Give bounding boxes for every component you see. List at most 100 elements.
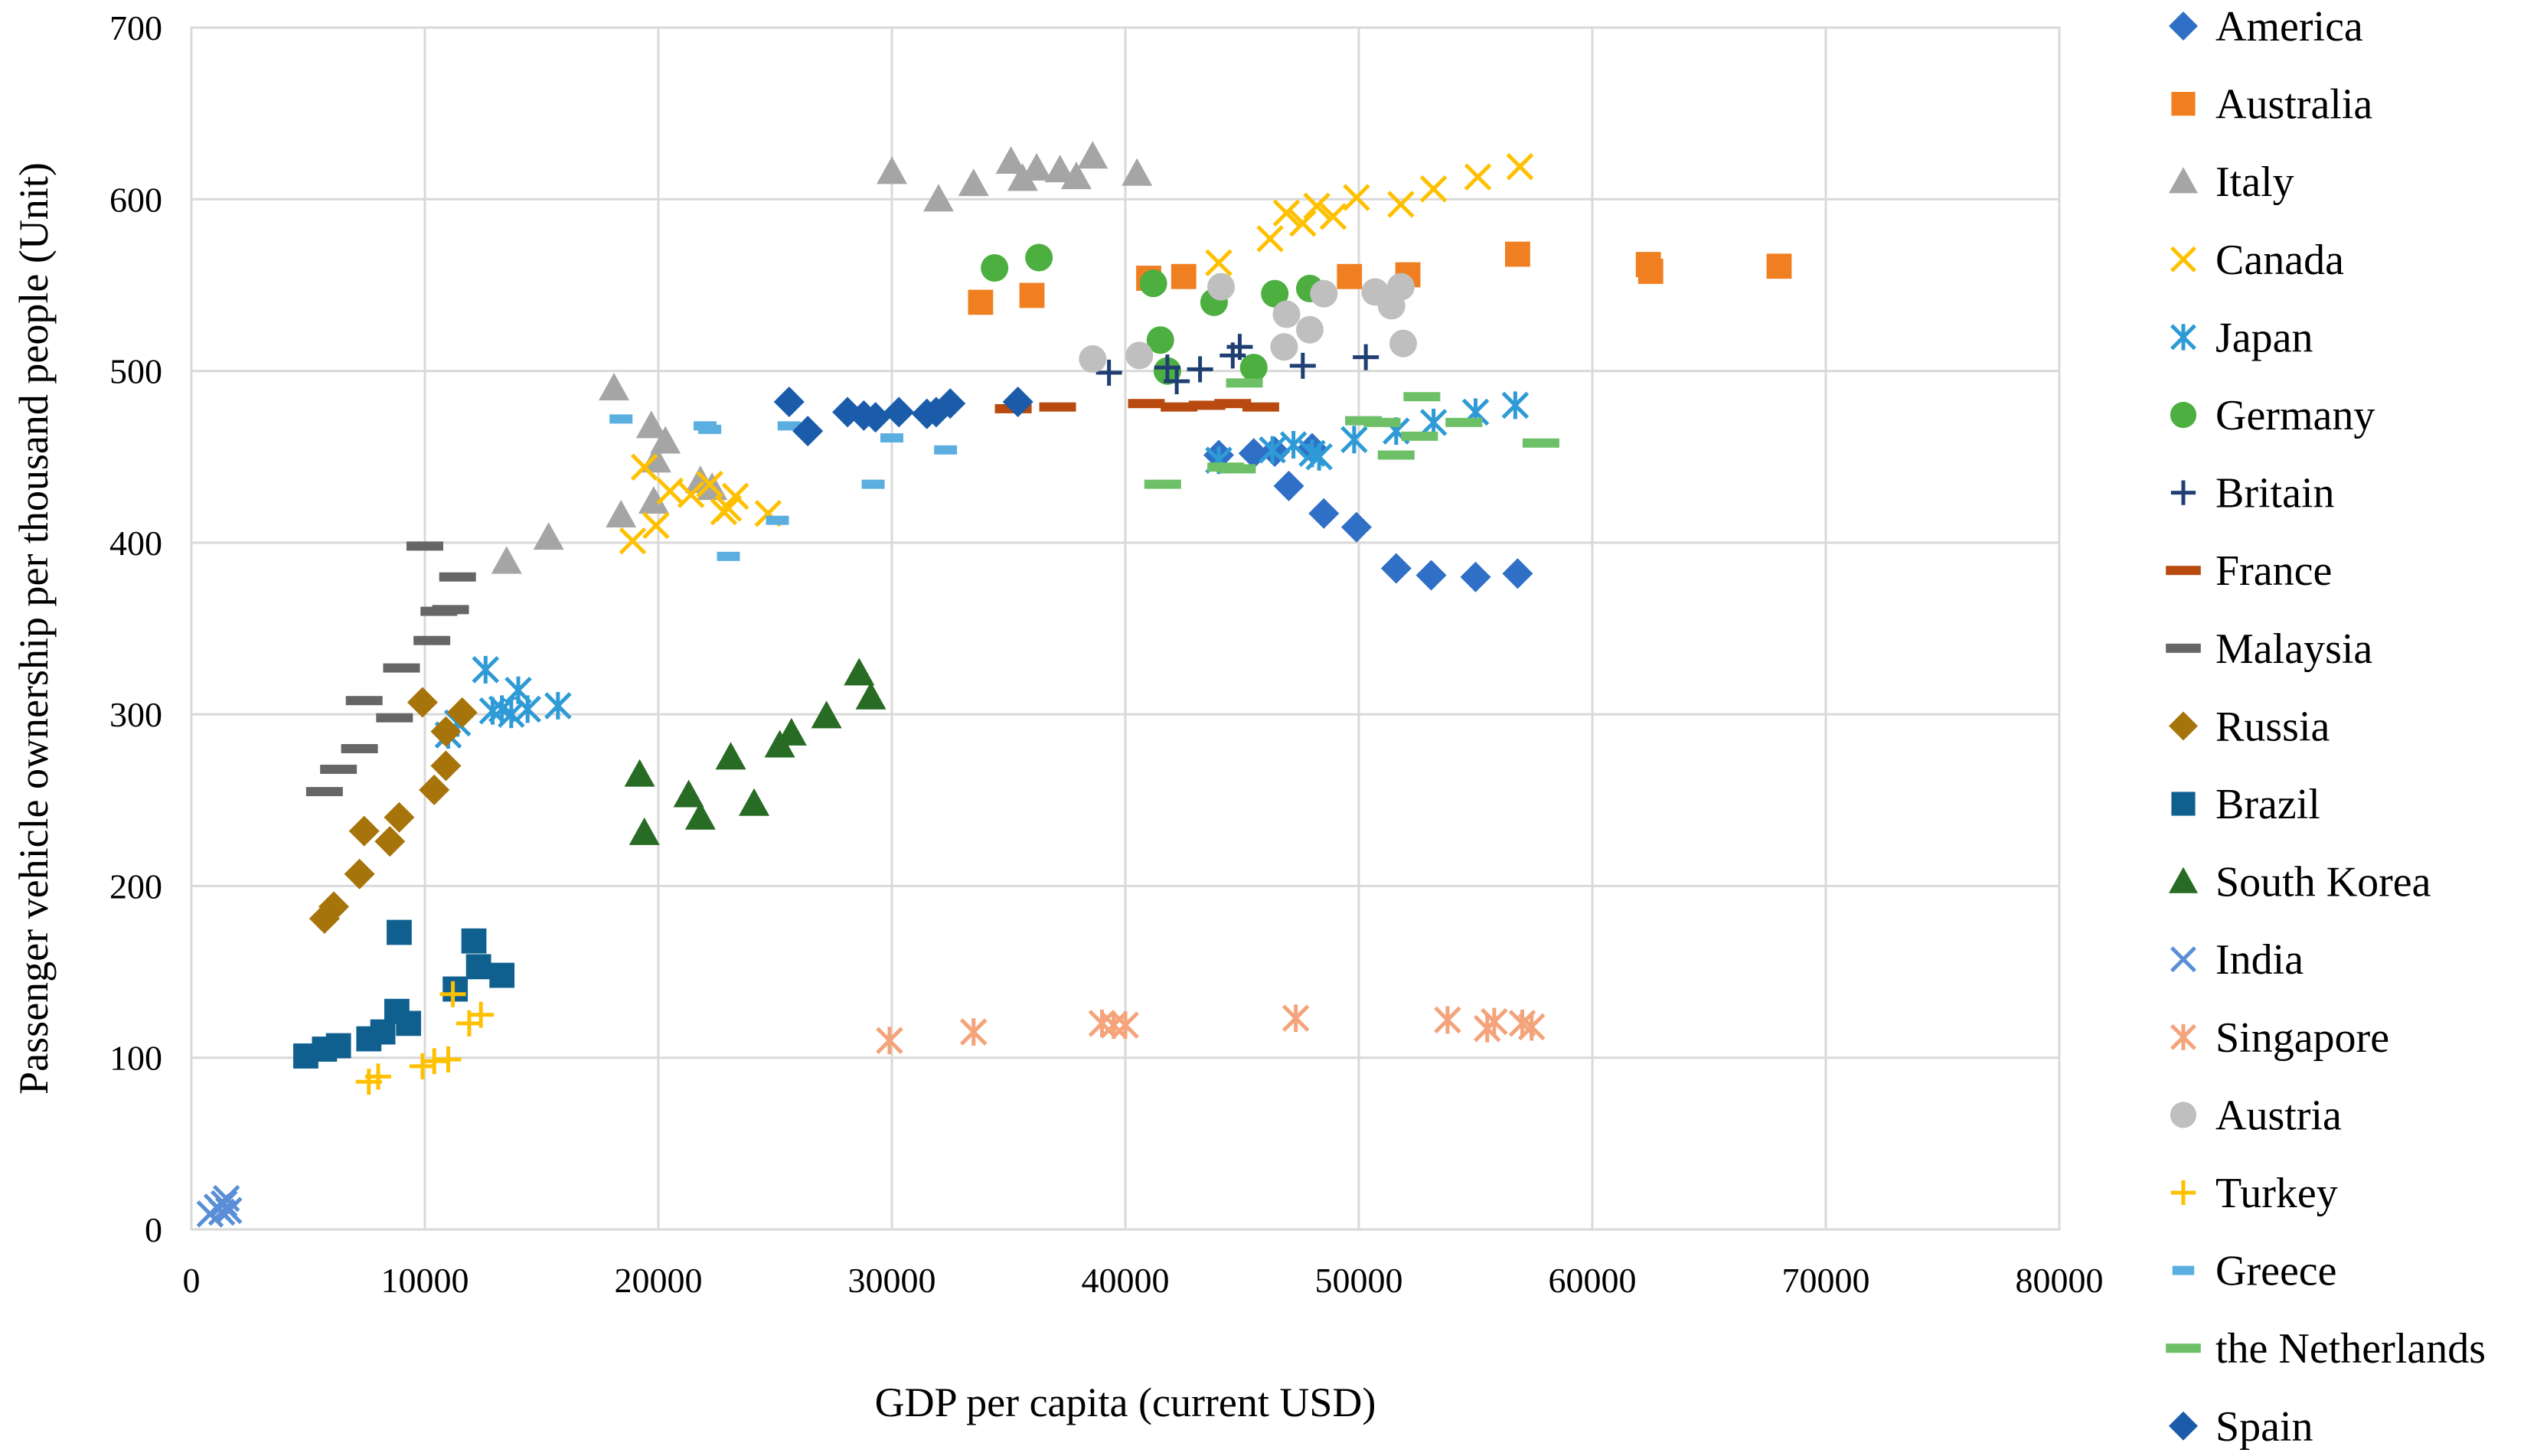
point-italy [638,486,669,514]
point-britain [1289,352,1316,379]
point-canada [1205,249,1233,277]
x-tick-label: 20000 [615,1261,703,1300]
point-spain [1002,386,1033,417]
point-britain [1095,359,1122,386]
point-turkey [435,1046,462,1072]
point-canada [1289,209,1317,237]
point-france [1161,402,1198,412]
point-italy [606,499,637,527]
point-japan [514,695,541,723]
legend-label-france: France [2215,547,2332,595]
series-the-netherlands [1144,378,1559,489]
point-britain [1164,368,1190,395]
legend-label-germany: Germany [2215,392,2375,439]
x-tick-label: 50000 [1315,1261,1403,1300]
point-italy [995,145,1027,174]
legend-marker-austria [2170,1102,2197,1128]
point-france [1039,402,1076,412]
point-canada [1343,184,1370,211]
point-canada [642,511,670,540]
series-turkey [355,981,495,1095]
point-greece [717,551,740,561]
point-south-korea [855,681,886,710]
point-russia [344,858,375,890]
point-the-netherlands [1219,464,1256,474]
point-austria [1207,273,1236,301]
point-australia [1766,253,1792,279]
point-britain [1154,354,1180,381]
y-tick-label: 300 [109,695,162,734]
legend-item-austria: Austria [2170,1092,2342,1139]
y-tick-label: 100 [109,1039,162,1078]
point-the-netherlands [1226,378,1263,388]
point-greece [934,445,958,455]
point-canada [630,453,658,481]
point-japan [1501,391,1530,419]
point-turkey [468,1001,495,1028]
plot-area-border [190,26,2061,1231]
legend-label-britain: Britain [2215,470,2335,517]
point-brazil [461,928,487,954]
x-tick-label: 30000 [848,1261,936,1300]
point-brazil [442,976,469,1002]
point-russia [419,774,450,805]
y-tick-label: 200 [109,867,162,906]
point-italy [491,546,522,574]
legend-label-the-netherlands: the Netherlands [2215,1325,2486,1373]
legend-item-the-netherlands: the Netherlands [2166,1325,2486,1373]
point-france [1242,402,1279,412]
legend-marker-greece [2172,1265,2195,1275]
point-russia [430,750,462,782]
x-axis-title: GDP per capita (current USD) [875,1379,1376,1425]
point-greece [698,424,722,434]
legend-label-south-korea: South Korea [2215,859,2431,906]
y-axis-title: Passenger vehicle ownership per thousand… [11,162,57,1095]
legend-label-japan: Japan [2215,314,2313,361]
point-italy [923,184,954,212]
point-canada [619,527,647,555]
point-australia [1637,259,1664,284]
point-malaysia [345,696,383,706]
point-singapore [876,1027,903,1055]
legend-marker-america [2169,11,2198,41]
point-austria [1295,315,1324,344]
point-austria [1079,344,1107,373]
point-malaysia [432,605,469,615]
legend-label-brazil: Brazil [2215,781,2320,828]
point-italy [635,410,667,439]
point-germany [1025,243,1053,272]
legend-label-italy: Italy [2215,158,2294,206]
point-italy [533,522,564,550]
legend-marker-russia [2169,711,2198,741]
point-austria [1270,333,1298,361]
x-tick-label: 10000 [381,1261,469,1300]
point-spain [792,416,824,447]
point-australia [1171,263,1197,289]
legend-label-spain: Spain [2215,1403,2313,1451]
point-malaysia [407,541,443,551]
point-italy [1007,163,1038,191]
legend-label-malaysia: Malaysia [2215,625,2372,673]
point-canada [677,481,705,508]
point-japan [1279,431,1308,459]
point-south-korea [673,779,704,808]
point-south-korea [715,742,746,770]
point-brazil [396,1010,422,1037]
point-south-korea [844,658,875,686]
point-italy [958,168,989,197]
point-britain [1187,356,1213,383]
point-italy [1122,158,1153,186]
series-australia [968,241,1792,315]
point-spain [935,388,966,419]
point-canada [1506,152,1534,181]
point-austria [1310,279,1338,308]
point-italy [650,426,681,454]
point-germany [1139,269,1167,298]
point-japan [472,655,500,684]
legend-marker-canada [2170,246,2196,273]
point-italy [599,373,630,400]
series-spain [773,386,1033,447]
point-italy [1060,162,1092,190]
y-tick-label: 500 [109,352,162,391]
series-russia [309,687,478,935]
